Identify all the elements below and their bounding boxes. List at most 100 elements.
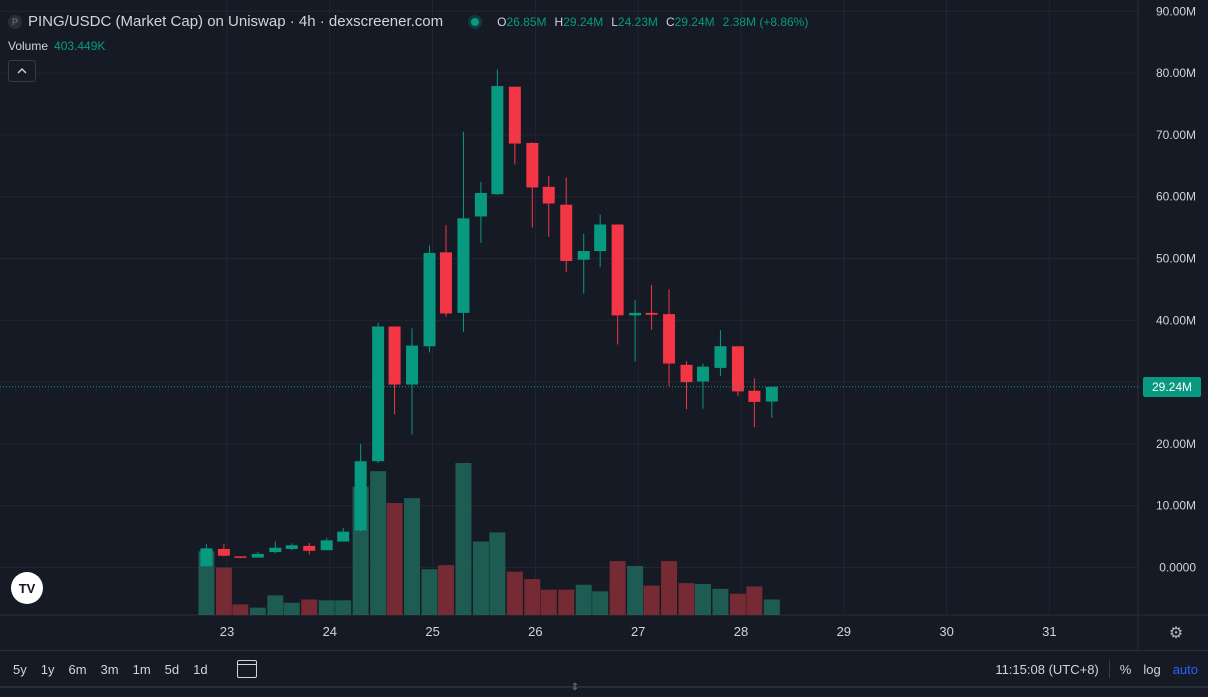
candle-body xyxy=(406,345,419,385)
volume-bar xyxy=(455,463,472,615)
candle-body xyxy=(200,548,213,567)
volume-legend: Volume 403.449K xyxy=(8,39,105,53)
volume-bar xyxy=(283,602,300,615)
volume-bar xyxy=(489,532,506,615)
volume-bar xyxy=(437,565,454,615)
volume-bar xyxy=(609,561,626,615)
volume-bar xyxy=(661,561,678,615)
volume-bar xyxy=(524,579,541,615)
candle-body xyxy=(748,390,761,402)
ohlc-values: O26.85M H29.24M L24.23M C29.24M 2.38M (+… xyxy=(497,15,808,29)
x-axis: 23 24 25 26 27 28 29 30 31 xyxy=(220,624,1057,639)
candle-body xyxy=(474,192,487,217)
candle-body xyxy=(629,312,642,316)
candle-body xyxy=(423,252,436,347)
candle-body xyxy=(594,224,607,252)
x-tick-label: 25 xyxy=(425,624,439,639)
toolbar-divider xyxy=(1108,660,1110,678)
volume-bar xyxy=(712,588,729,615)
volume-bar xyxy=(215,567,232,615)
candle-body xyxy=(234,556,247,558)
y-tick-label: 40.00M xyxy=(1156,313,1196,327)
volume-value: 403.449K xyxy=(54,39,106,53)
volume-bar xyxy=(746,586,763,615)
clock-display[interactable]: 11:15:08 (UTC+8) xyxy=(995,661,1099,677)
candle-body xyxy=(439,252,452,314)
volume-bar xyxy=(575,584,592,615)
candle-body xyxy=(320,540,333,551)
ohlc-high: H29.24M xyxy=(554,14,604,29)
candles xyxy=(200,69,778,567)
candle-body xyxy=(731,346,744,392)
candle-body xyxy=(526,142,539,188)
candle-body xyxy=(285,545,298,549)
x-tick-label: 27 xyxy=(631,624,645,639)
candle-body xyxy=(696,366,709,382)
x-tick-label: 30 xyxy=(939,624,953,639)
y-tick-label: 60.00M xyxy=(1156,190,1196,204)
candle-body xyxy=(337,531,350,542)
tradingview-logo-icon[interactable]: TV xyxy=(11,572,43,604)
range-6m[interactable]: 6m xyxy=(68,661,87,677)
volume-bar xyxy=(763,599,780,615)
live-status-dot xyxy=(471,17,480,26)
range-1m[interactable]: 1m xyxy=(132,661,151,677)
symbol-badge: P xyxy=(8,14,22,29)
candle-body xyxy=(372,326,385,462)
volume-bar xyxy=(558,589,575,615)
volume-bar xyxy=(335,600,352,615)
pane-resize-handle[interactable] xyxy=(0,686,1208,697)
go-to-date-calendar-icon[interactable] xyxy=(236,660,257,678)
volume-bar xyxy=(694,583,711,615)
ohlc-change: 2.38M (+8.86%) xyxy=(722,14,809,29)
volume-bar xyxy=(506,571,523,615)
volume-bar xyxy=(472,541,489,615)
candle-body xyxy=(354,461,367,531)
collapse-legend-button[interactable] xyxy=(8,60,36,82)
y-tick-label: 80.00M xyxy=(1156,66,1196,80)
candle-body xyxy=(542,186,555,204)
volume-bar xyxy=(267,595,284,615)
candle-body xyxy=(560,204,573,261)
volume-bar xyxy=(627,565,644,615)
scale-controls: 11:15:08 (UTC+8) % log auto xyxy=(995,651,1198,687)
resize-grip-icon[interactable]: ⇕ xyxy=(570,681,580,693)
candle-body xyxy=(251,553,264,558)
candle-body xyxy=(714,346,727,368)
range-3m[interactable]: 3m xyxy=(100,661,119,677)
candle-body xyxy=(457,218,470,313)
auto-scale-toggle[interactable]: auto xyxy=(1172,661,1198,677)
y-tick-label: 70.00M xyxy=(1156,128,1196,142)
volume-bar xyxy=(386,503,403,615)
range-1y[interactable]: 1y xyxy=(40,661,55,677)
volume-bar xyxy=(540,589,557,615)
settings-gear-icon[interactable]: ⚙ xyxy=(1168,625,1184,642)
time-range-selector: 5y 1y 6m 3m 1m 5d 1d xyxy=(6,662,215,677)
chart-title[interactable]: PING/USDC (Market Cap) on Uniswap · 4h ·… xyxy=(28,13,444,30)
candle-body xyxy=(577,251,590,260)
candle-body xyxy=(269,547,282,553)
range-1d[interactable]: 1d xyxy=(193,661,208,677)
x-tick-label: 23 xyxy=(220,624,234,639)
chart-header: P PING/USDC (Market Cap) on Uniswap · 4h… xyxy=(8,13,808,30)
percent-scale-toggle[interactable]: % xyxy=(1119,661,1132,677)
log-scale-toggle[interactable]: log xyxy=(1143,661,1161,677)
volume-bar xyxy=(404,498,421,615)
volume-bar xyxy=(729,593,746,615)
candle-body xyxy=(645,312,658,315)
volume-bar xyxy=(249,607,266,615)
volume-bar xyxy=(301,599,318,615)
candle-body xyxy=(765,386,778,402)
x-tick-label: 28 xyxy=(734,624,748,639)
range-5d[interactable]: 5d xyxy=(164,661,180,677)
x-tick-label: 24 xyxy=(323,624,337,639)
volume-bar xyxy=(421,569,438,615)
range-5y[interactable]: 5y xyxy=(13,661,27,677)
volume-label: Volume xyxy=(8,39,49,53)
volume-bars xyxy=(198,463,780,615)
bottom-toolbar: 5y 1y 6m 3m 1m 5d 1d 11:15:08 (UTC+8) % … xyxy=(0,650,1208,687)
price-chart[interactable]: 0.000010.00M20.00M30.00M40.00M50.00M60.0… xyxy=(0,0,1208,650)
ohlc-close: C29.24M xyxy=(665,14,715,29)
y-tick-label: 50.00M xyxy=(1156,252,1196,266)
y-axis: 0.000010.00M20.00M30.00M40.00M50.00M60.0… xyxy=(1156,4,1196,574)
